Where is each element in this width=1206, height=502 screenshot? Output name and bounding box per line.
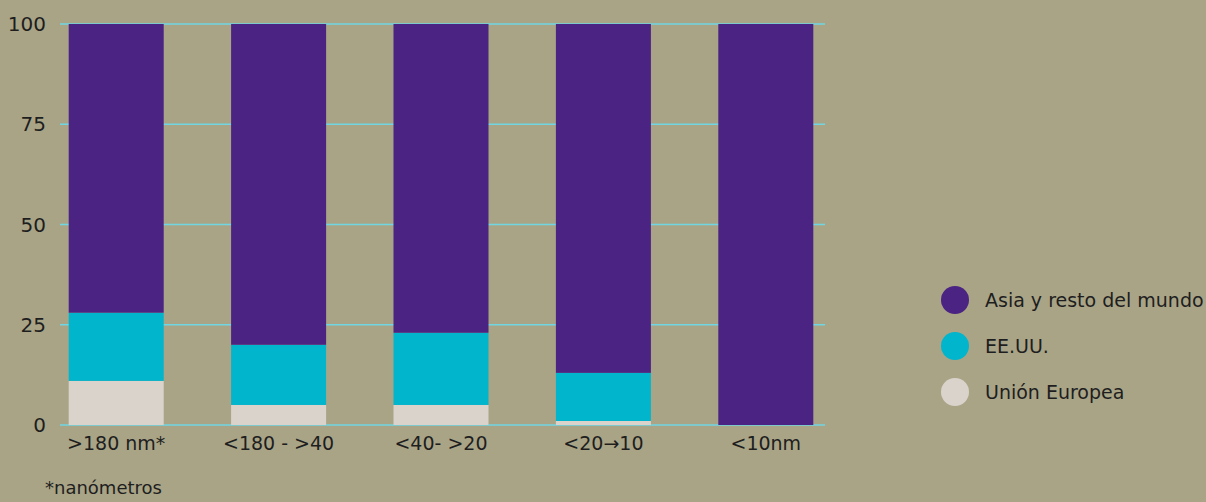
tick-label: 50 (21, 213, 46, 237)
bar-segment (69, 381, 164, 425)
background (0, 0, 1206, 502)
bar-segment (394, 333, 489, 405)
tick-label: 100 (8, 12, 46, 36)
chart: 0 25 50 75 100 >180 nm* <180 - >40 <40- >20 <20→… (0, 0, 1206, 502)
annotation: *nanómetros (45, 477, 162, 498)
category-label: >180 nm* (67, 432, 165, 454)
tick-label: 75 (21, 112, 46, 136)
bar-segment (394, 405, 489, 425)
category-label: <10nm (730, 432, 801, 454)
legend-label: Asia y resto del mundo (985, 289, 1204, 311)
category-label: <180 - >40 (223, 432, 334, 454)
legend-swatch (941, 286, 969, 314)
bars (69, 24, 814, 425)
tick-label: 0 (33, 413, 46, 437)
bar-segment (394, 24, 489, 333)
legend-label: Unión Europea (985, 381, 1124, 403)
bar-segment (718, 24, 813, 425)
bar-segment (556, 24, 651, 373)
category-label: <40- >20 (394, 432, 487, 454)
grid (60, 24, 825, 425)
tick-label: 25 (21, 313, 46, 337)
bar-segment (231, 345, 326, 405)
bar-segment (69, 24, 164, 313)
bar-segment (231, 24, 326, 345)
bar-segment (69, 313, 164, 381)
bar-segment (556, 421, 651, 425)
legend-swatch (941, 332, 969, 360)
legend-swatch (941, 378, 969, 406)
legend-label: EE.UU. (985, 335, 1049, 357)
bar-segment (556, 373, 651, 421)
bar-segment (231, 405, 326, 425)
legend: Asia y resto del mundo EE.UU. Unión Europe… (941, 286, 1204, 406)
category-label: <20→10 (563, 432, 643, 454)
